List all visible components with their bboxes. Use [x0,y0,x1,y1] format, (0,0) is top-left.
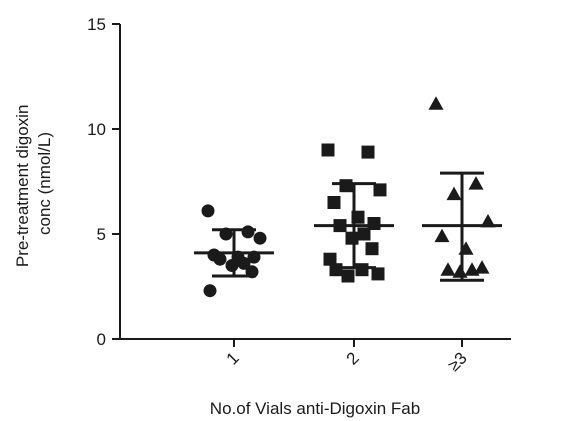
data-point-square [357,227,371,241]
data-point-square [327,196,341,209]
data-point-circle [213,252,227,266]
x-axis-ticks: 1 2 ≥3 [223,339,471,375]
data-point-triangle [464,262,480,276]
data-point-square [339,179,353,193]
data-point-triangle [480,213,496,228]
data-point-square [323,252,337,266]
data-point-triangle [468,176,484,190]
data-point-triangle [452,264,468,278]
data-point-square [361,145,375,159]
data-point-triangle [440,262,456,276]
y-axis-ticks: 0 5 10 15 [87,15,120,349]
data-point-circle [203,284,217,298]
y-tick-label: 15 [87,15,106,34]
data-point-triangle [446,186,462,201]
x-tick-label: 1 [223,348,243,368]
y-tick-label: 10 [87,120,106,139]
data-point-triangle [434,228,450,243]
data-point-square [345,231,359,245]
data-point-square [341,269,355,283]
data-point-square [355,263,369,277]
data-point-circle [201,204,215,218]
error-bars [194,171,502,282]
x-axis-title: No.of Vials anti-Digoxin Fab [210,399,420,418]
data-point-triangle [428,96,444,110]
data-point-square [321,143,335,157]
data-point-square [371,267,385,281]
y-tick-label: 5 [97,225,106,244]
y-axis-title-line-1: Pre-treatment digoxin [13,105,32,268]
y-axis-title-line-2: conc (nmol/L) [35,132,54,235]
data-point-circle [237,256,251,270]
data-point-circle [241,225,255,239]
data-point-square [373,183,387,197]
x-tick-label: ≥3 [444,348,471,375]
data-point-square [329,263,343,277]
y-tick-label: 0 [97,330,106,349]
data-point-square [365,242,379,256]
data-point-triangle [474,260,490,274]
data-point-circle [225,259,239,272]
data-point-circle [253,231,267,245]
x-tick-label: 2 [343,348,363,368]
y-axis-title: Pre-treatment digoxin conc (nmol/L) [13,100,54,267]
